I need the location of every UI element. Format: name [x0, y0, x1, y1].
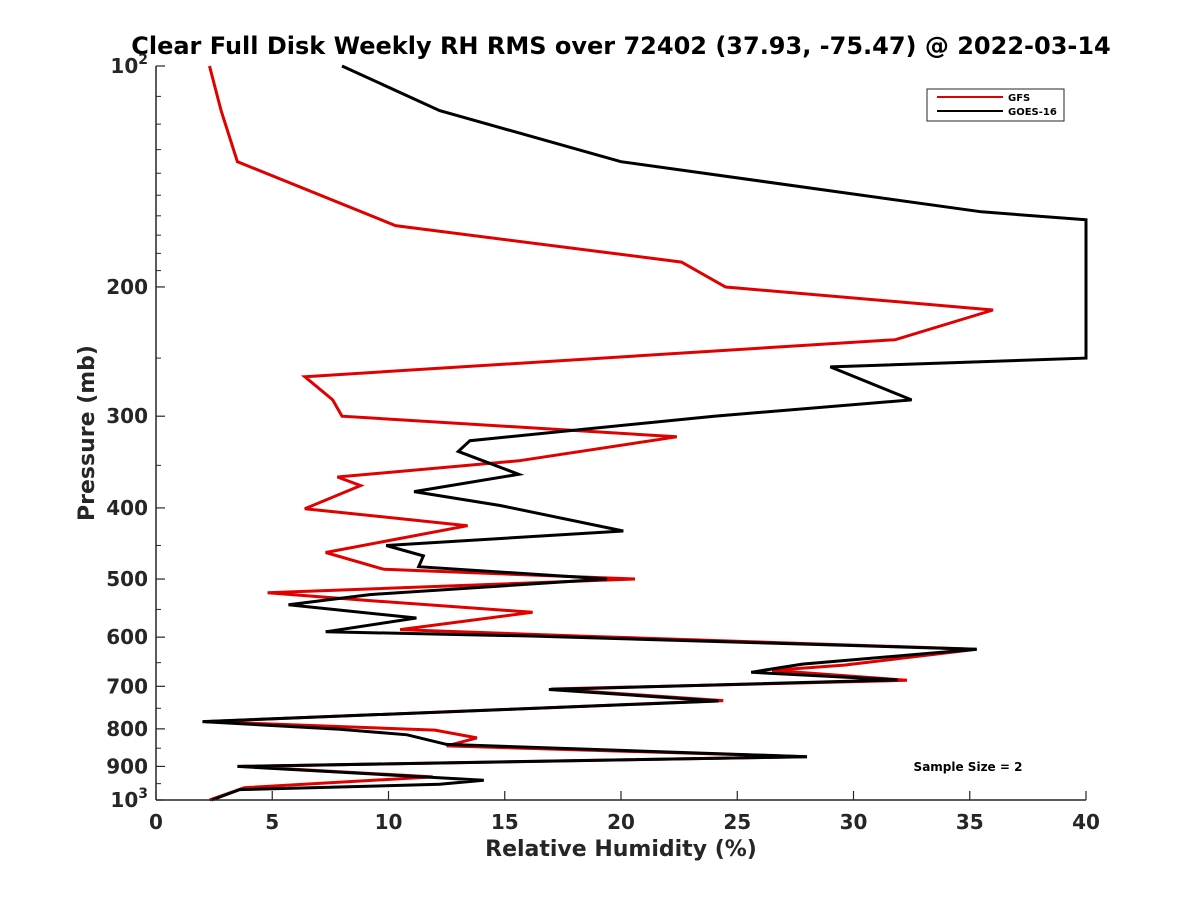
series-line-goes16: [202, 64, 1088, 802]
series-line-gfs: [204, 65, 994, 802]
x-axis-label: Relative Humidity (%): [485, 837, 757, 862]
legend-label-goes16: GOES-16: [1008, 107, 1057, 118]
legend-box: [926, 88, 1065, 122]
y-tick-label: 500: [106, 567, 148, 591]
chart-title: Clear Full Disk Weekly RH RMS over 72402…: [131, 32, 1111, 60]
y-tick-label: 600: [106, 625, 148, 649]
x-tick-label: 5: [265, 810, 279, 834]
y-tick-label: 300: [106, 404, 148, 428]
y-tick-label: 900: [106, 754, 148, 778]
series-layer: [202, 64, 1088, 802]
y-tick-label: 400: [106, 496, 148, 520]
x-tick-label: 0: [149, 810, 163, 834]
x-tick-labels: 0 5 10 15 20 25 30 35 40: [149, 810, 1100, 834]
axes-layer: [155, 65, 1087, 801]
y-axis-label: Pressure (mb): [75, 345, 100, 521]
y-tick-label: 200: [106, 275, 148, 299]
x-tick-label: 10: [375, 810, 403, 834]
sample-size-annotation: Sample Size = 2: [914, 760, 1023, 774]
legend-label-gfs: GFS: [1008, 93, 1030, 104]
x-tick-label: 30: [840, 810, 868, 834]
y-tick-label: 700: [106, 674, 148, 698]
legend: GFS GOES-16: [926, 88, 1065, 122]
x-tick-label: 15: [491, 810, 519, 834]
y-tick-labels: 102 200 300 400 500 600 700 800 900 103: [106, 52, 148, 812]
x-tick-label: 40: [1072, 810, 1100, 834]
y-tick-label: 103: [110, 786, 148, 812]
y-tick-label: 800: [106, 717, 148, 741]
y-tick-label: 102: [110, 52, 148, 78]
x-tick-label: 25: [723, 810, 751, 834]
x-tick-label: 35: [956, 810, 984, 834]
x-tick-label: 20: [607, 810, 635, 834]
